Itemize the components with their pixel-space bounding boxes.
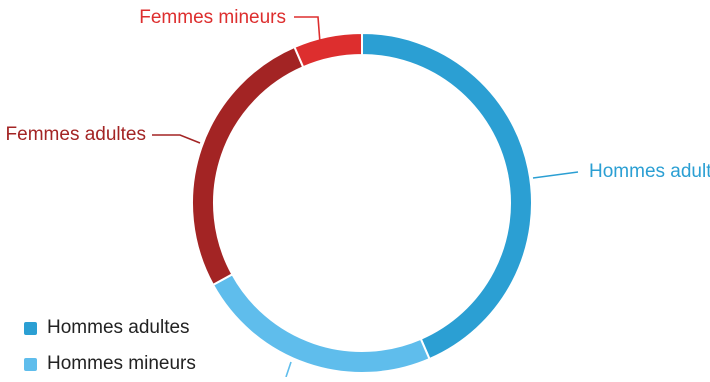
slice-label: Femmes adultes xyxy=(6,124,146,145)
slice-hommes-adultes[interactable] xyxy=(361,31,533,361)
slices-layer xyxy=(191,31,533,374)
slice-label: Hommes adultes xyxy=(589,161,710,182)
callouts-layer: Hommes adultes Hommes mineurs Femmes adult… xyxy=(6,7,710,377)
callout-line xyxy=(532,171,579,179)
slice-femmes-adultes[interactable] xyxy=(191,45,305,287)
callout-line xyxy=(285,361,292,377)
legend: Hommes adultes Hommes mineurs xyxy=(24,310,284,382)
legend-label: Hommes adultes xyxy=(47,317,190,338)
legend-label: Hommes mineurs xyxy=(47,353,196,374)
legend-swatch xyxy=(24,357,37,371)
callout-line xyxy=(294,16,321,44)
legend-item-hommes-mineurs[interactable]: Hommes mineurs xyxy=(24,346,284,382)
callout-line xyxy=(152,134,201,144)
slice-femmes-mineurs[interactable] xyxy=(293,31,363,69)
legend-swatch xyxy=(24,321,37,335)
legend-item-hommes-adultes[interactable]: Hommes adultes xyxy=(24,310,284,346)
slice-label: Femmes mineurs xyxy=(139,7,286,28)
